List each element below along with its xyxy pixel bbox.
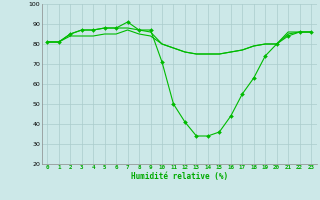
X-axis label: Humidité relative (%): Humidité relative (%) bbox=[131, 172, 228, 181]
